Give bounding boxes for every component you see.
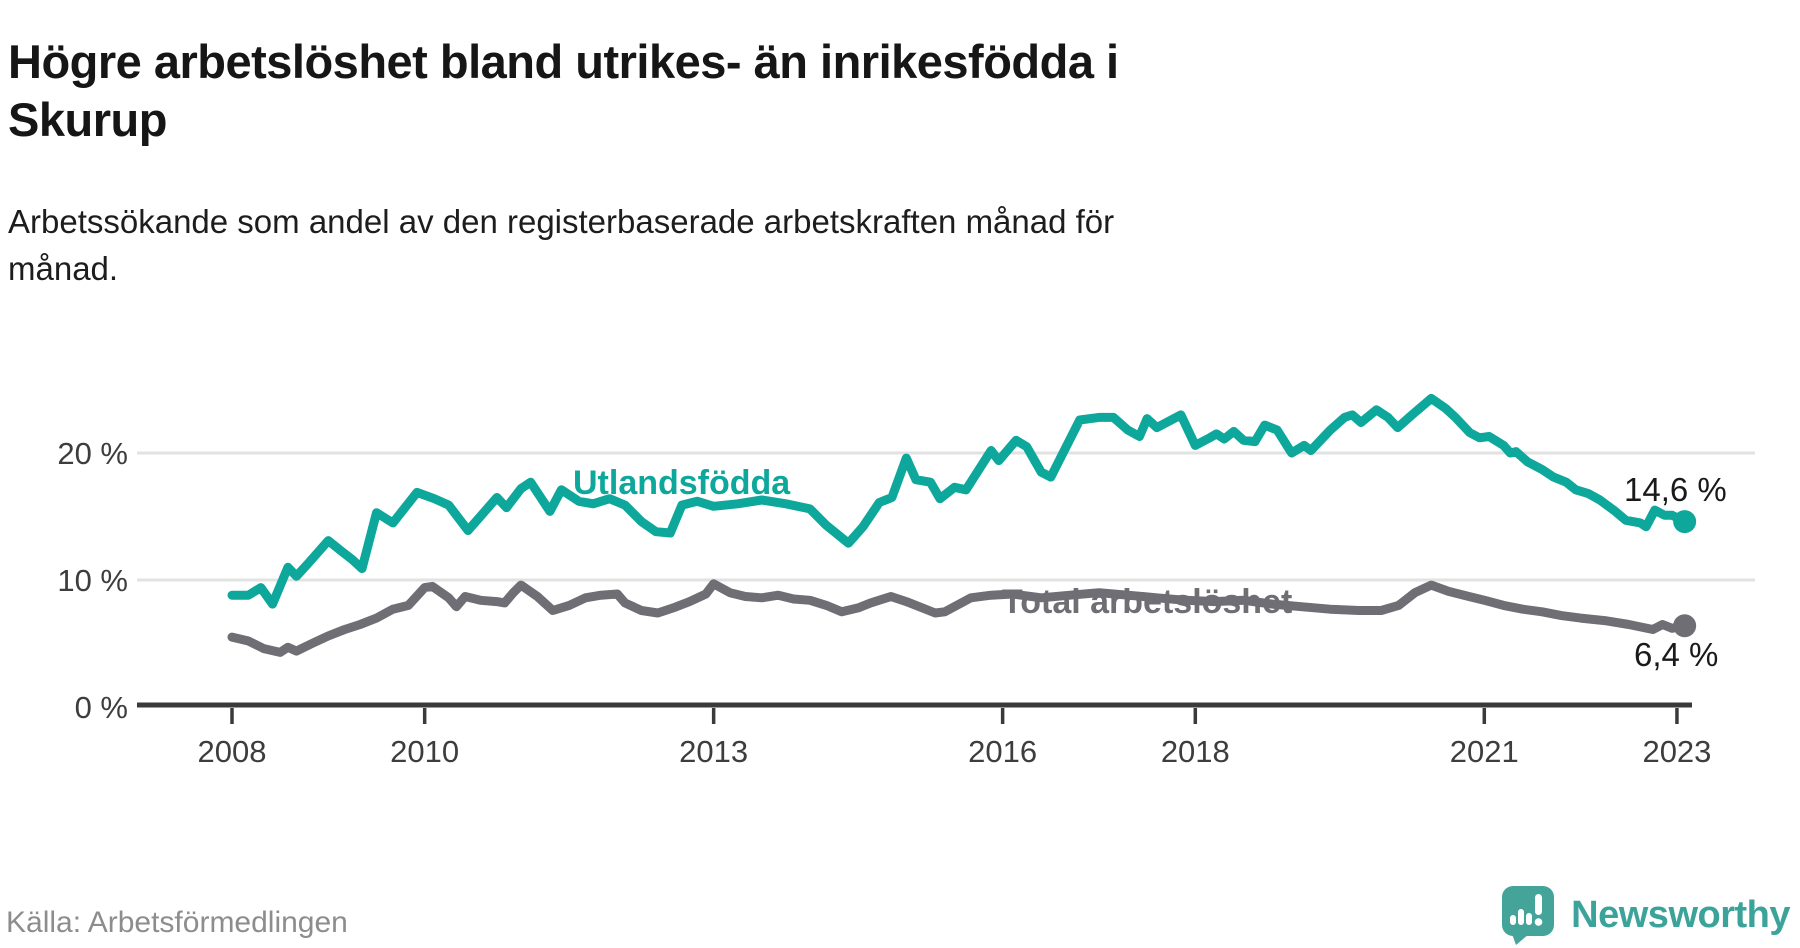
newsworthy-logo[interactable]: Newsworthy bbox=[1501, 884, 1790, 946]
bar-icon-1 bbox=[1510, 915, 1517, 925]
bar-icon-2 bbox=[1518, 909, 1525, 925]
speech-bubble-tail bbox=[1512, 934, 1530, 945]
y-tick-label: 20 % bbox=[57, 436, 128, 471]
series-label-total-arbetsloshet: Total arbetslöshet bbox=[1002, 583, 1293, 621]
series-end-dot bbox=[1673, 510, 1697, 534]
y-tick-label: 0 % bbox=[75, 690, 128, 725]
exclamation-icon bbox=[1535, 894, 1543, 915]
newsworthy-logo-icon bbox=[1502, 886, 1555, 945]
newsworthy-logo-text: Newsworthy bbox=[1571, 893, 1790, 936]
x-tick-label: 2016 bbox=[968, 734, 1037, 769]
value-label-utlandsfodda: 14,6 % bbox=[1624, 471, 1727, 508]
x-tick-label: 2010 bbox=[390, 734, 459, 769]
x-tick-label: 2018 bbox=[1161, 734, 1230, 769]
x-tick-label: 2013 bbox=[679, 734, 748, 769]
bar-icon-3 bbox=[1526, 913, 1533, 925]
series-end-dot bbox=[1673, 614, 1697, 638]
page-subtitle: Arbetssökande som andel av den registerb… bbox=[8, 203, 1115, 287]
series-line-utlandsf-dda bbox=[227, 393, 1690, 609]
source-text: Källa: Arbetsförmedlingen bbox=[6, 906, 348, 939]
value-label-total-arbetsloshet: 6,4 % bbox=[1634, 636, 1719, 673]
page-title: Högre arbetslöshet bland utrikes- än inr… bbox=[8, 35, 1119, 147]
series-line-total-arbetsl-shet bbox=[227, 579, 1690, 657]
x-tick-label: 2008 bbox=[198, 734, 267, 769]
x-tick-label: 2021 bbox=[1450, 734, 1519, 769]
series-label-utlandsfodda: Utlandsfödda bbox=[573, 464, 791, 502]
x-tick-label: 2023 bbox=[1642, 734, 1711, 769]
y-tick-label: 10 % bbox=[57, 563, 128, 598]
